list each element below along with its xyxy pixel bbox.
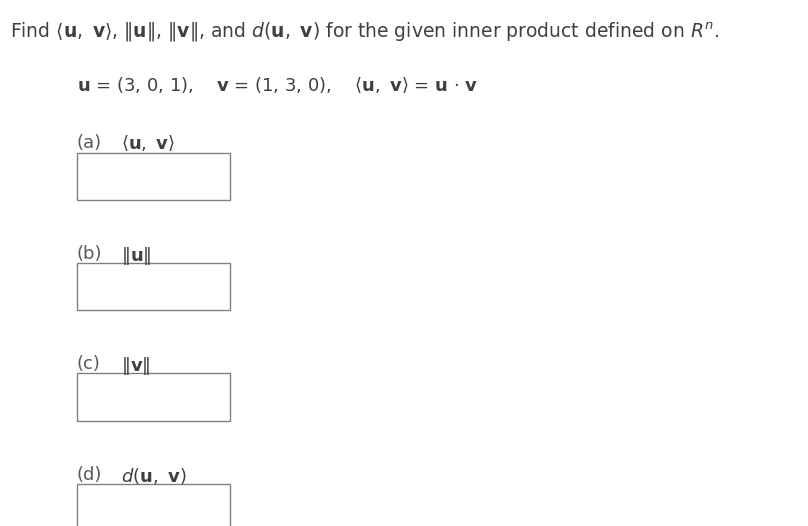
Text: (c): (c) bbox=[77, 355, 101, 373]
Text: (b): (b) bbox=[77, 245, 103, 262]
Text: (d): (d) bbox=[77, 466, 102, 483]
Text: $\|\mathbf{u}\|$: $\|\mathbf{u}\|$ bbox=[121, 245, 152, 267]
Text: $\mathbf{u}$ = (3, 0, 1),    $\mathbf{v}$ = (1, 3, 0),    $\langle\mathbf{u},\ \: $\mathbf{u}$ = (3, 0, 1), $\mathbf{v}$ =… bbox=[77, 76, 478, 95]
Text: $d(\mathbf{u},\ \mathbf{v})$: $d(\mathbf{u},\ \mathbf{v})$ bbox=[121, 466, 187, 485]
Text: $\langle\mathbf{u},\ \mathbf{v}\rangle$: $\langle\mathbf{u},\ \mathbf{v}\rangle$ bbox=[121, 134, 175, 153]
Text: $\|\mathbf{v}\|$: $\|\mathbf{v}\|$ bbox=[121, 355, 150, 377]
Text: (a): (a) bbox=[77, 134, 102, 152]
Text: Find $\langle\mathbf{u},\ \mathbf{v}\rangle$, $\|\mathbf{u}\|$, $\|\mathbf{v}\|$: Find $\langle\mathbf{u},\ \mathbf{v}\ran… bbox=[10, 21, 719, 44]
